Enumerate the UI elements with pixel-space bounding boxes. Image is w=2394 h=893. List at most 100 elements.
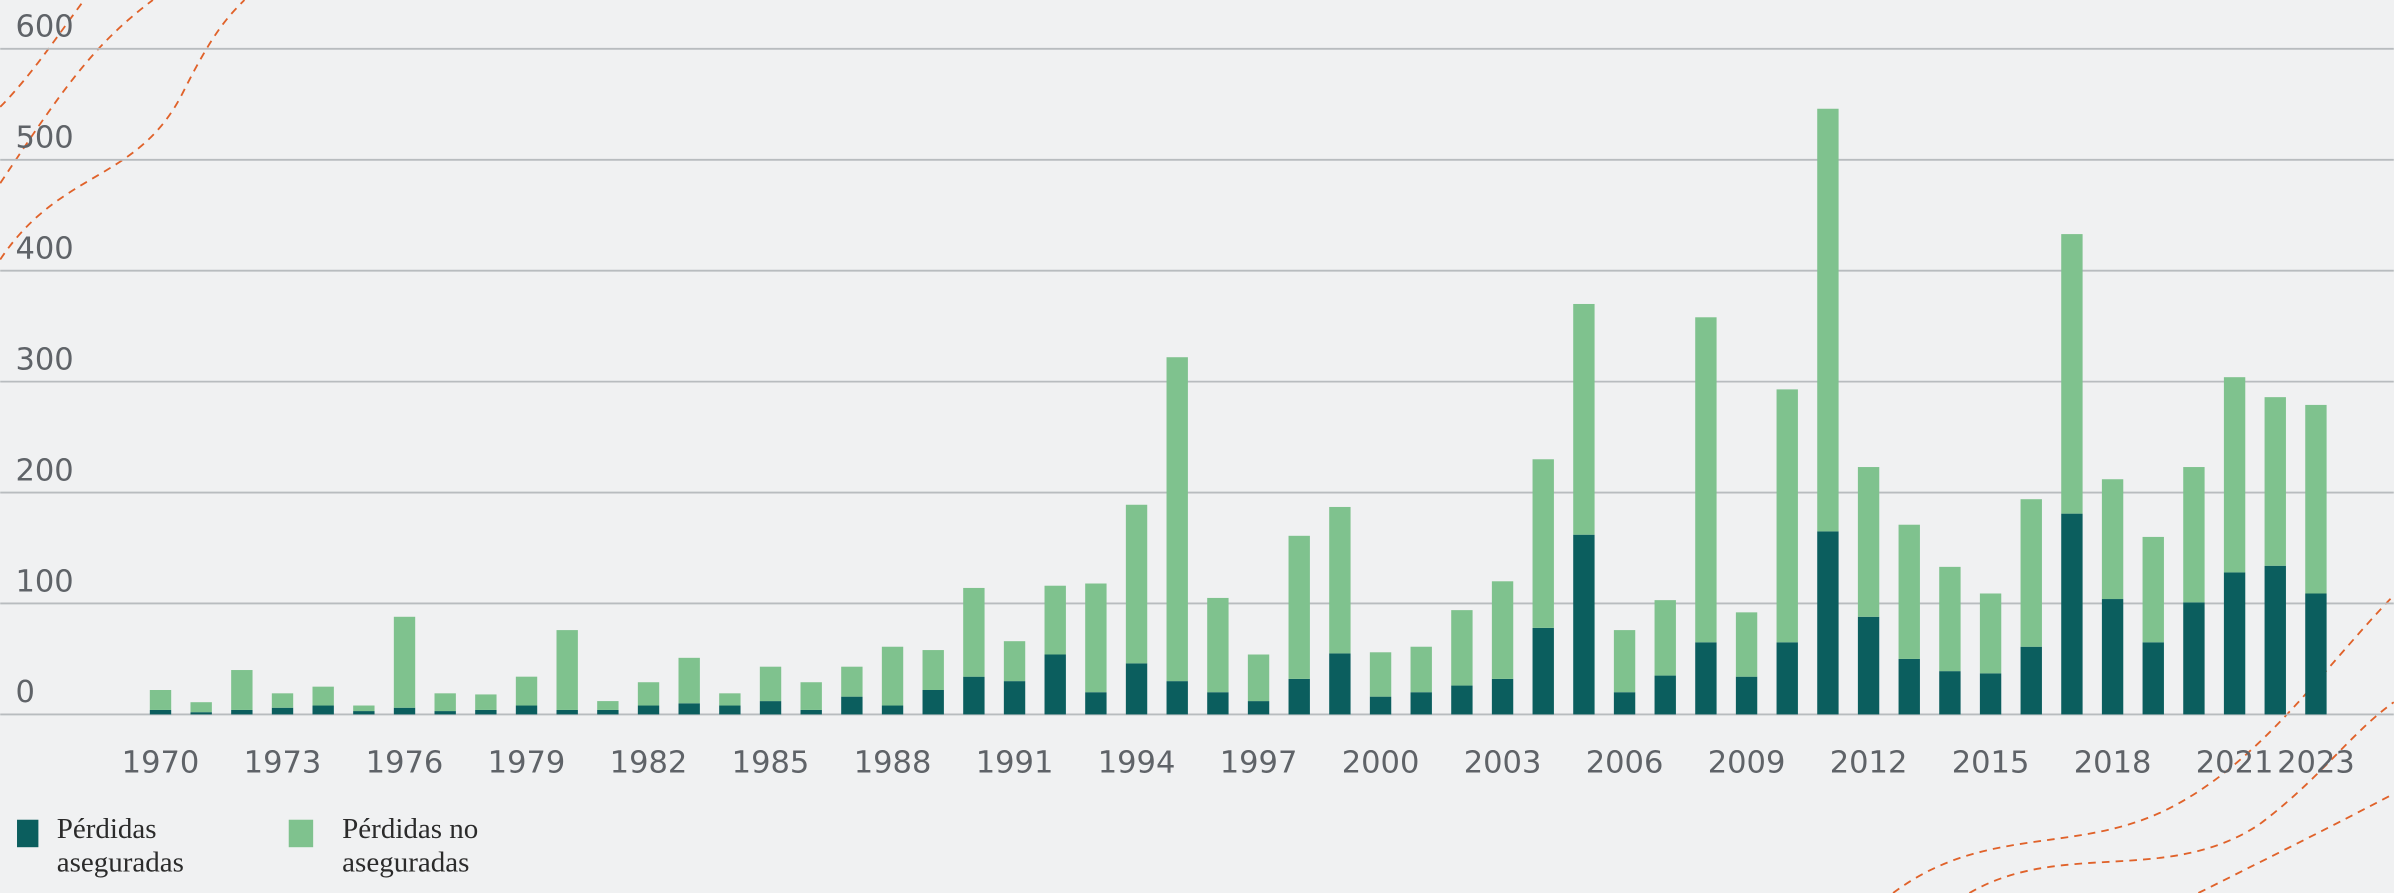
bar-segment (679, 658, 700, 703)
bar-segment (1126, 505, 1147, 664)
bar-segment (1004, 641, 1025, 681)
bar-segment (394, 708, 415, 715)
x-tick-label: 1988 (854, 745, 932, 780)
bar-segment (1573, 304, 1594, 535)
y-tick-label: 400 (15, 231, 73, 266)
x-tick-label: 1970 (122, 745, 200, 780)
bar-segment (597, 710, 618, 714)
bar-segment (2183, 602, 2204, 714)
bar-segment (1614, 630, 1635, 692)
bar-segment (1655, 676, 1676, 715)
x-tick-label: 1997 (1220, 745, 1298, 780)
legend-label: Pérdidas no aseguradas (342, 814, 540, 881)
bar-segment (1533, 459, 1554, 628)
bar-segment (2061, 514, 2082, 715)
bar-segment (1411, 647, 1432, 692)
bar-segment (2224, 377, 2245, 572)
x-tick-label: 2023 (2277, 745, 2355, 780)
x-tick-label: 2003 (1464, 745, 1542, 780)
bar-segment (801, 682, 822, 710)
bar-segment (638, 706, 659, 715)
bar-segment (231, 710, 252, 714)
bar-segment (1451, 686, 1472, 715)
bar-segment (394, 617, 415, 708)
bar-segment (1858, 467, 1879, 617)
bar-segment (963, 588, 984, 677)
bar-segment (2102, 479, 2123, 599)
bar-segment (2224, 572, 2245, 714)
bar-segment (882, 647, 903, 706)
bar-segment (1736, 612, 1757, 676)
bar-segment (190, 712, 211, 714)
bar-segment (1695, 317, 1716, 642)
y-tick-label: 200 (15, 453, 73, 488)
y-tick-label: 500 (15, 121, 73, 156)
x-tick-label: 2006 (1586, 745, 1664, 780)
bar-segment (1329, 653, 1350, 714)
y-tick-label: 100 (15, 564, 73, 599)
bar-segment (272, 708, 293, 715)
bar-segment (353, 711, 374, 714)
bar-segment (1817, 531, 1838, 714)
x-tick-label: 1982 (610, 745, 688, 780)
bar-segment (150, 710, 171, 714)
bar-segment (1451, 610, 1472, 685)
bar-segment (1289, 679, 1310, 714)
bar-segment (1492, 581, 1513, 679)
bar-segment (1370, 652, 1391, 696)
bar-segment (1655, 600, 1676, 675)
bar-segment (1573, 535, 1594, 715)
x-tick-label: 2000 (1342, 745, 1420, 780)
bar-segment (1858, 617, 1879, 715)
bar-segment (1329, 507, 1350, 653)
x-tick-label: 2018 (2074, 745, 2152, 780)
bar-segment (719, 706, 740, 715)
bar-segment (923, 690, 944, 714)
x-tick-label: 1994 (1098, 745, 1176, 780)
chart: 0100200300400500600 19701973197619791982… (0, 0, 2394, 893)
bar-segment (312, 687, 333, 706)
bar-segment (1004, 681, 1025, 714)
bar-segment (1126, 663, 1147, 714)
page: {"chart_data": {"type": "stacked-bar", "… (0, 0, 2394, 893)
bar-segment (231, 670, 252, 710)
bar-segment (1695, 642, 1716, 714)
bar-segment (475, 694, 496, 710)
bar-segment (1614, 692, 1635, 714)
legend-swatch (289, 820, 313, 847)
bar-segment (760, 701, 781, 714)
bar-segment (312, 706, 333, 715)
bar-segment (1085, 692, 1106, 714)
bar-segment (1167, 357, 1188, 681)
bar-segment (1085, 584, 1106, 693)
bar-segment (557, 630, 578, 710)
bar-segment (597, 701, 618, 710)
bar-segment (1045, 655, 1066, 715)
bar-segment (2265, 566, 2286, 715)
bar-segment (841, 667, 862, 697)
bar-segment (2305, 405, 2326, 594)
bar-segment (1248, 701, 1269, 714)
bar-segment (1248, 655, 1269, 702)
bar-segment (516, 677, 537, 706)
bar-segment (2061, 234, 2082, 514)
x-tick-label: 2021 (2196, 745, 2274, 780)
bars (150, 109, 2327, 715)
bar-segment (475, 710, 496, 714)
bar-segment (1777, 642, 1798, 714)
bar-segment (2265, 397, 2286, 566)
bar-segment (1980, 673, 2001, 714)
y-tick-label: 300 (15, 342, 73, 377)
legend-swatch (17, 820, 38, 847)
x-tick-label: 1991 (976, 745, 1054, 780)
x-tick-label: 1973 (244, 745, 322, 780)
bar-segment (1167, 681, 1188, 714)
bar-segment (1492, 679, 1513, 714)
bar-segment (679, 703, 700, 714)
bar-segment (1289, 536, 1310, 679)
bar-segment (353, 706, 374, 712)
x-tick-label: 2015 (1952, 745, 2030, 780)
bar-segment (1777, 389, 1798, 642)
bar-segment (1207, 598, 1228, 692)
x-tick-label: 2009 (1708, 745, 1786, 780)
